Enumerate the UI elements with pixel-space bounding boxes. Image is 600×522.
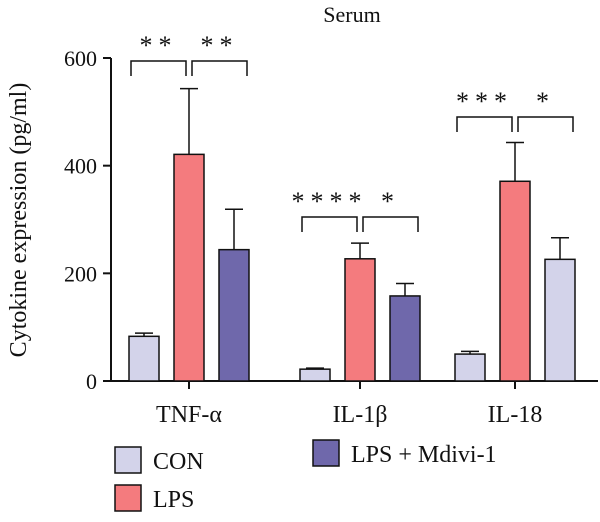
significance-bracket	[456, 116, 513, 132]
significance-label: ****	[292, 187, 368, 216]
significance-bracket	[130, 60, 187, 76]
y-tick-label: 200	[64, 261, 97, 286]
y-tick-label: 400	[64, 154, 97, 179]
legend-swatch	[114, 484, 142, 512]
significance-label: ***	[456, 87, 513, 116]
significance-bracket	[362, 216, 419, 232]
bar-lps	[173, 153, 205, 382]
chart-title: Serum	[323, 2, 380, 27]
bar-mdivi	[389, 295, 421, 382]
significance-label: **	[201, 31, 239, 60]
significance-label: *	[381, 187, 400, 216]
bar-mdivi	[544, 258, 576, 382]
bar-con	[299, 368, 331, 382]
significance-bracket	[191, 60, 248, 76]
legend-swatch	[312, 439, 340, 467]
significance-label: *	[536, 87, 555, 116]
significance-bracket	[301, 216, 358, 232]
x-tick-label: IL-1β	[333, 402, 388, 428]
legend-swatch	[114, 446, 142, 474]
y-tick-label: 0	[86, 369, 97, 394]
bar-con	[454, 353, 486, 382]
bar-mdivi	[218, 248, 250, 382]
y-tick-label: 600	[64, 46, 97, 71]
significance-label: **	[140, 31, 178, 60]
significance-bracket	[517, 116, 574, 132]
bar-con	[128, 335, 160, 382]
bar-lps	[344, 258, 376, 382]
y-axis-label: Cytokine expression (pg/ml)	[6, 83, 32, 358]
legend-label: LPS	[153, 487, 194, 513]
bar-lps	[499, 180, 531, 382]
legend-label: LPS + Mdivi-1	[351, 442, 497, 468]
x-tick-label: TNF-α	[156, 402, 222, 428]
legend-label: CON	[153, 449, 204, 475]
x-tick-label: IL-18	[488, 402, 543, 428]
